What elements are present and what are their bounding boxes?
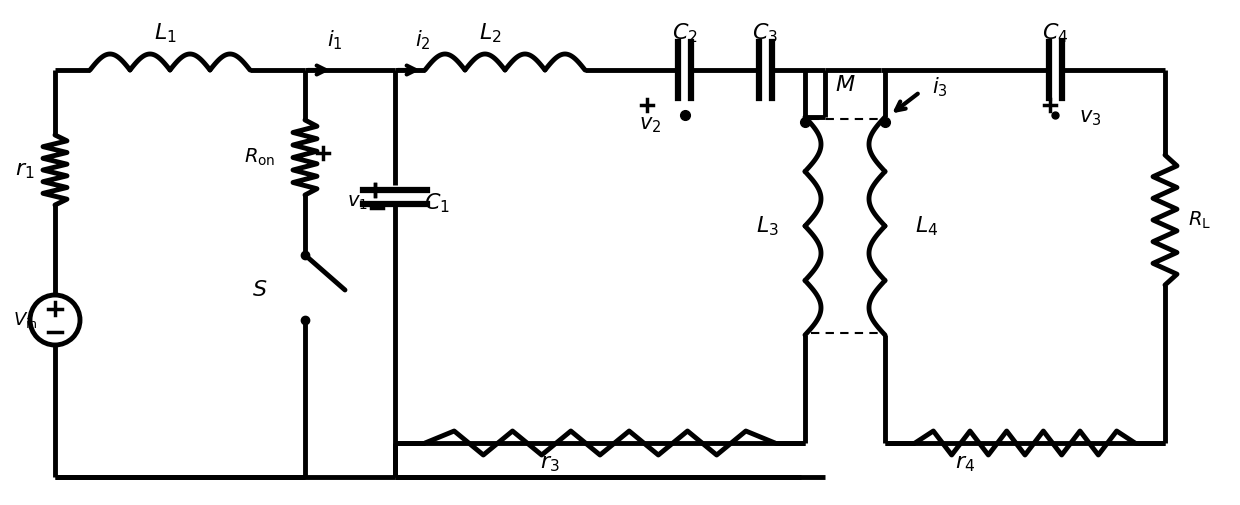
Text: $C_1$: $C_1$ [424, 191, 450, 215]
Text: $L_1$: $L_1$ [154, 21, 176, 45]
Text: $i_2$: $i_2$ [415, 28, 430, 52]
Text: $v_1$: $v_1$ [346, 194, 367, 212]
Text: $v_3$: $v_3$ [1079, 108, 1101, 128]
Text: $r_1$: $r_1$ [15, 159, 35, 181]
Text: $L_3$: $L_3$ [755, 214, 779, 238]
Text: $R_{\mathrm{L}}$: $R_{\mathrm{L}}$ [1188, 210, 1211, 231]
Text: $V_{\mathrm{in}}$: $V_{\mathrm{in}}$ [12, 310, 37, 330]
Text: $R_{\mathrm{on}}$: $R_{\mathrm{on}}$ [244, 146, 275, 168]
Text: $r_3$: $r_3$ [541, 452, 559, 474]
Text: $M$: $M$ [835, 74, 856, 96]
Text: $i_1$: $i_1$ [327, 28, 342, 52]
Text: $r_4$: $r_4$ [955, 452, 975, 474]
Text: $C_2$: $C_2$ [672, 21, 698, 45]
Text: $C_3$: $C_3$ [751, 21, 777, 45]
Text: $L_2$: $L_2$ [479, 21, 501, 45]
Text: $v_2$: $v_2$ [639, 115, 661, 135]
Text: $L_4$: $L_4$ [915, 214, 939, 238]
Text: $S$: $S$ [252, 279, 268, 301]
Text: $C_4$: $C_4$ [1042, 21, 1068, 45]
Text: $i_3$: $i_3$ [932, 75, 947, 99]
